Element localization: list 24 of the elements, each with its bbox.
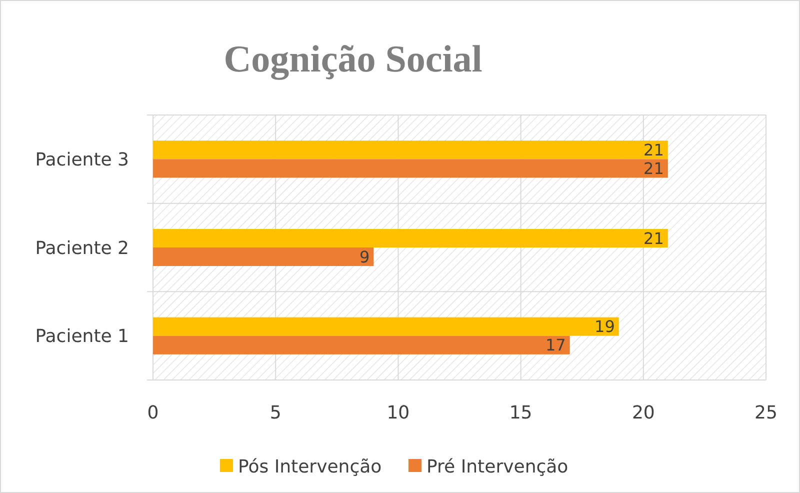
x-tick-label: 10: [386, 402, 410, 424]
x-tick-label: 20: [632, 402, 655, 424]
y-tick-label: Paciente 2: [35, 238, 129, 259]
y-tick-label: Paciente 3: [35, 149, 129, 170]
x-tick-label: 5: [270, 402, 282, 424]
legend-label: Pós Intervenção: [238, 456, 382, 478]
chart-title: Cognição Social: [224, 38, 482, 80]
x-tick-label: 0: [147, 402, 159, 424]
bar: [153, 140, 668, 160]
x-tick-label: 15: [509, 402, 532, 424]
data-label: 21: [644, 140, 664, 160]
bar: [153, 159, 668, 178]
data-label: 9: [359, 247, 370, 266]
bar: [153, 336, 570, 354]
legend-label: Pré Intervenção: [426, 456, 568, 478]
data-label: 19: [594, 317, 615, 336]
data-label: 17: [545, 336, 566, 355]
data-label: 21: [644, 228, 664, 248]
data-label: 21: [644, 159, 664, 178]
bar: [153, 248, 374, 266]
bar: [153, 228, 668, 248]
x-tick-label: 25: [754, 402, 778, 424]
y-tick-label: Paciente 1: [35, 326, 129, 348]
bar: [153, 317, 619, 336]
